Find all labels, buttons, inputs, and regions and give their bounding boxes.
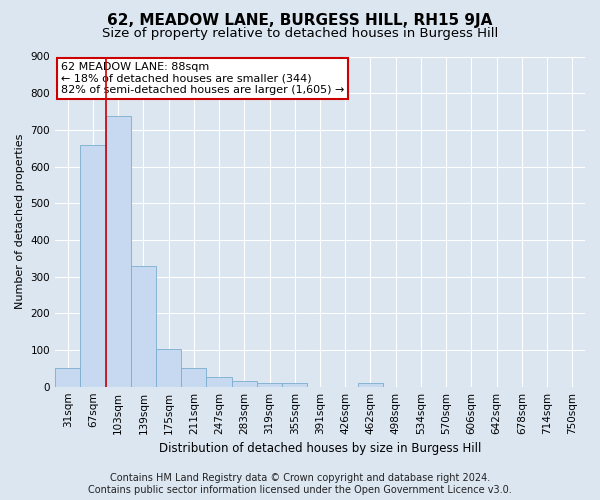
Bar xyxy=(358,383,383,386)
Bar xyxy=(282,383,307,386)
Bar xyxy=(55,368,80,386)
X-axis label: Distribution of detached houses by size in Burgess Hill: Distribution of detached houses by size … xyxy=(159,442,481,455)
Bar xyxy=(156,349,181,387)
Text: Size of property relative to detached houses in Burgess Hill: Size of property relative to detached ho… xyxy=(102,28,498,40)
Y-axis label: Number of detached properties: Number of detached properties xyxy=(15,134,25,310)
Bar xyxy=(257,382,282,386)
Bar xyxy=(232,381,257,386)
Bar xyxy=(106,116,131,386)
Bar xyxy=(206,377,232,386)
Text: 62, MEADOW LANE, BURGESS HILL, RH15 9JA: 62, MEADOW LANE, BURGESS HILL, RH15 9JA xyxy=(107,12,493,28)
Bar xyxy=(80,146,106,386)
Text: Contains HM Land Registry data © Crown copyright and database right 2024.
Contai: Contains HM Land Registry data © Crown c… xyxy=(88,474,512,495)
Bar xyxy=(181,368,206,386)
Text: 62 MEADOW LANE: 88sqm
← 18% of detached houses are smaller (344)
82% of semi-det: 62 MEADOW LANE: 88sqm ← 18% of detached … xyxy=(61,62,344,96)
Bar xyxy=(131,266,156,386)
